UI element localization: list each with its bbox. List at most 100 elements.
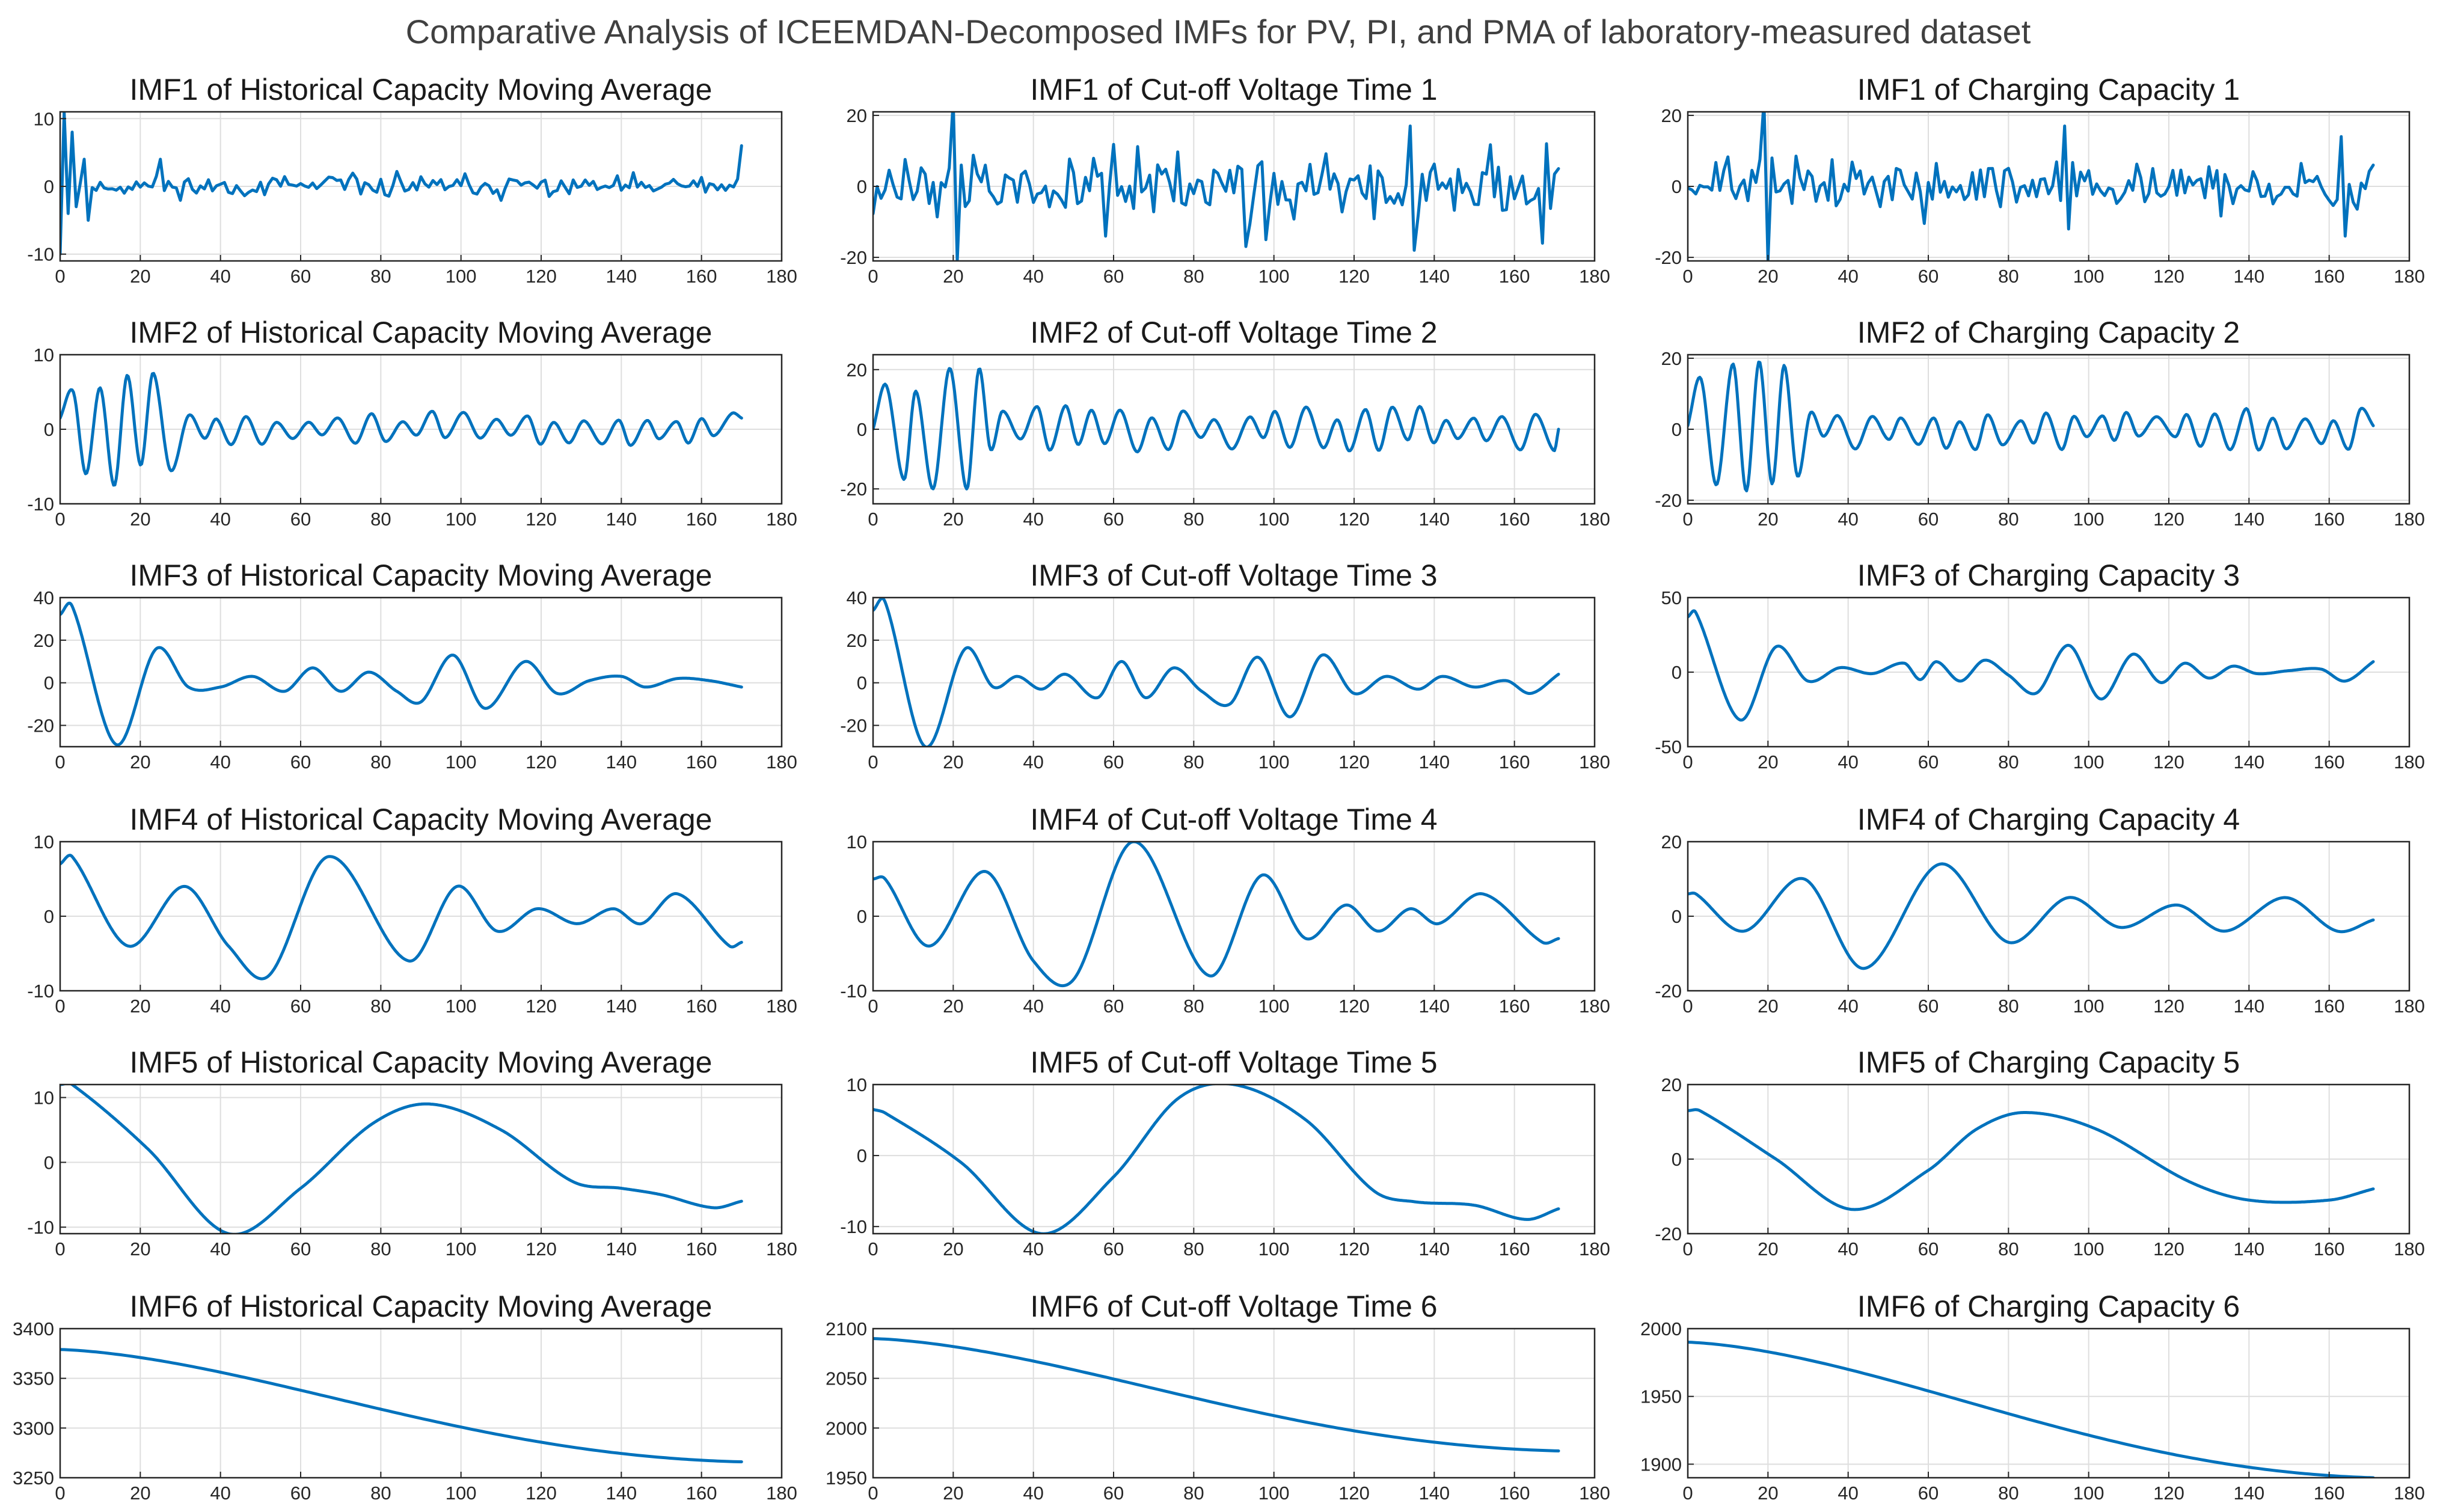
x-tick-label: 80: [1183, 751, 1204, 773]
subplot-title: IMF3 of Historical Capacity Moving Avera…: [130, 559, 713, 592]
x-tick-label: 100: [1258, 996, 1290, 1017]
x-tick-label: 180: [1579, 509, 1610, 530]
y-tick-label: -20: [1655, 981, 1682, 1002]
x-tick-label: 140: [2233, 266, 2264, 287]
y-tick-label: -10: [27, 244, 54, 265]
x-tick-label: 80: [370, 1238, 391, 1259]
x-tick-label: 40: [1838, 266, 1858, 287]
y-tick-label: -20: [1655, 1223, 1682, 1244]
x-tick-label: 180: [1579, 751, 1610, 773]
x-tick-label: 60: [1918, 751, 1939, 773]
y-tick-label: 0: [1672, 906, 1682, 927]
x-tick-label: 40: [1838, 996, 1858, 1017]
y-tick-label: 0: [857, 673, 867, 694]
x-tick-label: 120: [2153, 509, 2184, 530]
subplot-title: IMF5 of Cut-off Voltage Time 5: [1030, 1045, 1437, 1079]
series-line: [873, 1085, 1560, 1234]
x-tick-label: 140: [2233, 751, 2264, 773]
x-tick-label: 180: [766, 751, 797, 773]
x-tick-label: 40: [210, 996, 230, 1017]
x-tick-label: 0: [868, 1238, 878, 1259]
x-tick-label: 80: [1183, 996, 1204, 1017]
subplot: IMF3 of Charging Capacity 3 0 20 40 60 80 100 1…: [1655, 559, 2425, 773]
x-tick-label: 20: [943, 509, 963, 530]
subplot-title: IMF5 of Charging Capacity 5: [1857, 1045, 2240, 1079]
x-tick-label: 120: [1338, 751, 1370, 773]
x-tick-label: 140: [1418, 266, 1450, 287]
x-tick-label: 180: [1579, 1483, 1610, 1504]
x-tick-label: 140: [1418, 509, 1450, 530]
x-tick-label: 160: [1499, 1483, 1530, 1504]
x-tick-label: 20: [943, 1238, 963, 1259]
subplot: IMF5 of Cut-off Voltage Time 5 0 20 40 60 80 1…: [840, 1045, 1610, 1259]
x-tick-label: 140: [605, 1483, 637, 1504]
x-tick-label: 120: [2153, 266, 2184, 287]
y-tick-label: 10: [34, 831, 54, 852]
x-tick-label: 140: [605, 996, 637, 1017]
x-tick-label: 100: [446, 509, 477, 530]
subplot: IMF3 of Historical Capacity Moving Avera…: [27, 559, 797, 773]
x-tick-label: 180: [2394, 1483, 2425, 1504]
y-tick-label: 0: [44, 906, 54, 927]
x-tick-label: 20: [1758, 266, 1778, 287]
x-tick-label: 120: [1338, 266, 1370, 287]
x-tick-label: 100: [2073, 1238, 2104, 1259]
x-tick-label: 40: [1023, 1483, 1043, 1504]
subplot: IMF4 of Historical Capacity Moving Avera…: [27, 803, 797, 1017]
y-tick-label: 1900: [1640, 1454, 1682, 1475]
y-tick-label: 2000: [826, 1418, 867, 1439]
x-tick-label: 140: [1418, 1483, 1450, 1504]
figure-title: Comparative Analysis of ICEEMDAN-Decompo…: [406, 13, 2031, 51]
x-tick-label: 160: [1499, 751, 1530, 773]
x-tick-label: 20: [1758, 1483, 1778, 1504]
x-tick-label: 140: [2233, 509, 2264, 530]
x-tick-label: 140: [1418, 996, 1450, 1017]
x-tick-label: 160: [1499, 996, 1530, 1017]
x-tick-label: 60: [290, 751, 311, 773]
x-tick-label: 0: [55, 751, 65, 773]
x-tick-label: 20: [943, 1483, 963, 1504]
x-tick-label: 40: [1838, 1483, 1858, 1504]
y-tick-label: 10: [847, 831, 867, 852]
x-tick-label: 60: [1918, 509, 1939, 530]
y-tick-label: 10: [34, 108, 54, 129]
subplot-title: IMF2 of Historical Capacity Moving Avera…: [130, 316, 713, 349]
x-tick-label: 0: [868, 509, 878, 530]
x-tick-label: 0: [1682, 1483, 1693, 1504]
x-tick-label: 180: [766, 1238, 797, 1259]
x-tick-label: 0: [55, 1238, 65, 1259]
x-tick-label: 0: [55, 509, 65, 530]
subplot: IMF1 of Cut-off Voltage Time 1 0 20 40 60 80 1…: [840, 73, 1610, 287]
x-tick-label: 160: [2314, 509, 2345, 530]
x-tick-label: 60: [1103, 1483, 1124, 1504]
x-tick-label: 40: [210, 509, 230, 530]
x-tick-label: 20: [130, 1238, 150, 1259]
y-tick-label: 1950: [1640, 1386, 1682, 1407]
x-tick-label: 0: [55, 996, 65, 1017]
y-tick-label: -10: [840, 1216, 867, 1237]
plot-frame: [872, 1327, 1596, 1479]
x-tick-label: 20: [943, 751, 963, 773]
x-tick-label: 160: [686, 751, 717, 773]
x-tick-label: 40: [1023, 996, 1043, 1017]
x-tick-label: 20: [130, 509, 150, 530]
subplot: IMF2 of Charging Capacity 2 0 20 40 60 80 100 1…: [1655, 316, 2425, 530]
x-tick-label: 60: [1918, 1483, 1939, 1504]
x-tick-label: 80: [1998, 509, 2019, 530]
x-tick-label: 120: [2153, 751, 2184, 773]
series-line: [60, 112, 743, 256]
x-tick-label: 180: [2394, 509, 2425, 530]
x-tick-label: 180: [766, 1483, 797, 1504]
subplot-title: IMF4 of Charging Capacity 4: [1857, 803, 2240, 836]
y-tick-label: 0: [1672, 419, 1682, 440]
series-line: [1688, 1108, 2375, 1211]
y-tick-label: 20: [1661, 348, 1682, 369]
series-line: [60, 1085, 743, 1234]
y-tick-label: 0: [44, 1152, 54, 1173]
series-line: [60, 601, 743, 747]
x-tick-label: 160: [2314, 751, 2345, 773]
y-tick-label: 20: [1661, 1074, 1682, 1095]
x-tick-label: 20: [130, 996, 150, 1017]
y-tick-label: 20: [847, 630, 867, 651]
